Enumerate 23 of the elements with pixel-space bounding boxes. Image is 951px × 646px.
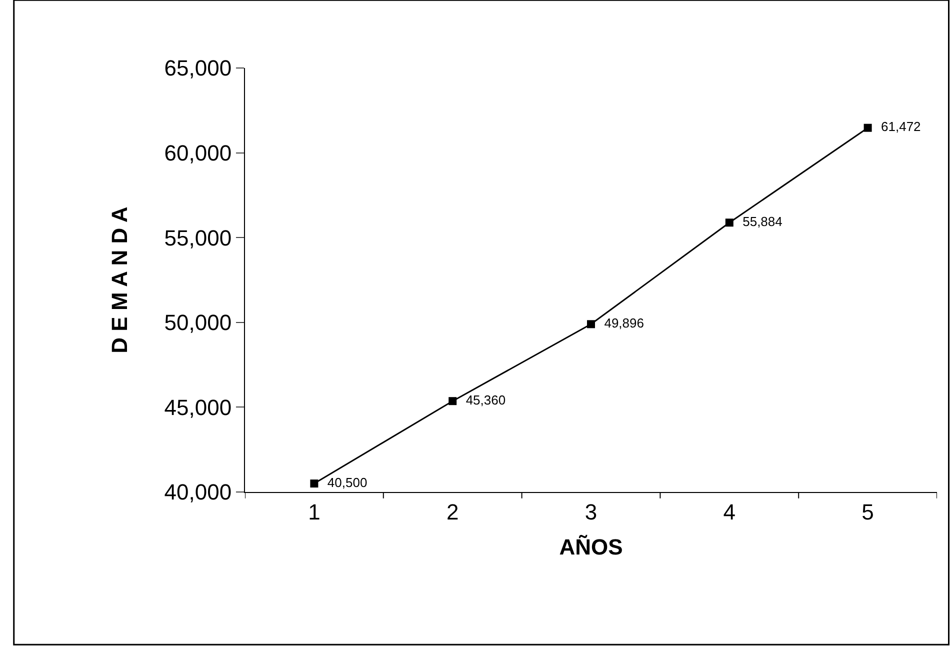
- y-tick-label: 45,000: [164, 394, 232, 420]
- y-axis-title: D E M A N D A: [107, 206, 132, 354]
- y-tick-label: 40,000: [164, 480, 232, 505]
- y-tick-label: 55,000: [164, 225, 232, 250]
- point: [310, 480, 318, 488]
- point: [864, 124, 872, 132]
- x-axis-title: AÑOS: [559, 534, 623, 560]
- x-tick-label: 4: [723, 499, 736, 524]
- y-tick-label: 60,000: [164, 140, 232, 166]
- data-label: 49,896: [597, 315, 644, 330]
- data-label: 45,360: [458, 392, 506, 408]
- x-tick-label: 3: [584, 499, 598, 524]
- point: [725, 218, 734, 227]
- x-tick-label: 1: [308, 499, 320, 524]
- x-tick-label: 5: [862, 499, 874, 524]
- y-tick-label: 65,000: [164, 56, 232, 81]
- y-tick-label: 50,000: [164, 310, 232, 336]
- point: [448, 397, 457, 406]
- x-tick-label: 2: [446, 499, 459, 524]
- data-label: 40,500: [320, 474, 368, 490]
- point: [587, 320, 595, 328]
- data-label: 55,884: [735, 214, 782, 229]
- data-label: 61,472: [874, 119, 921, 134]
